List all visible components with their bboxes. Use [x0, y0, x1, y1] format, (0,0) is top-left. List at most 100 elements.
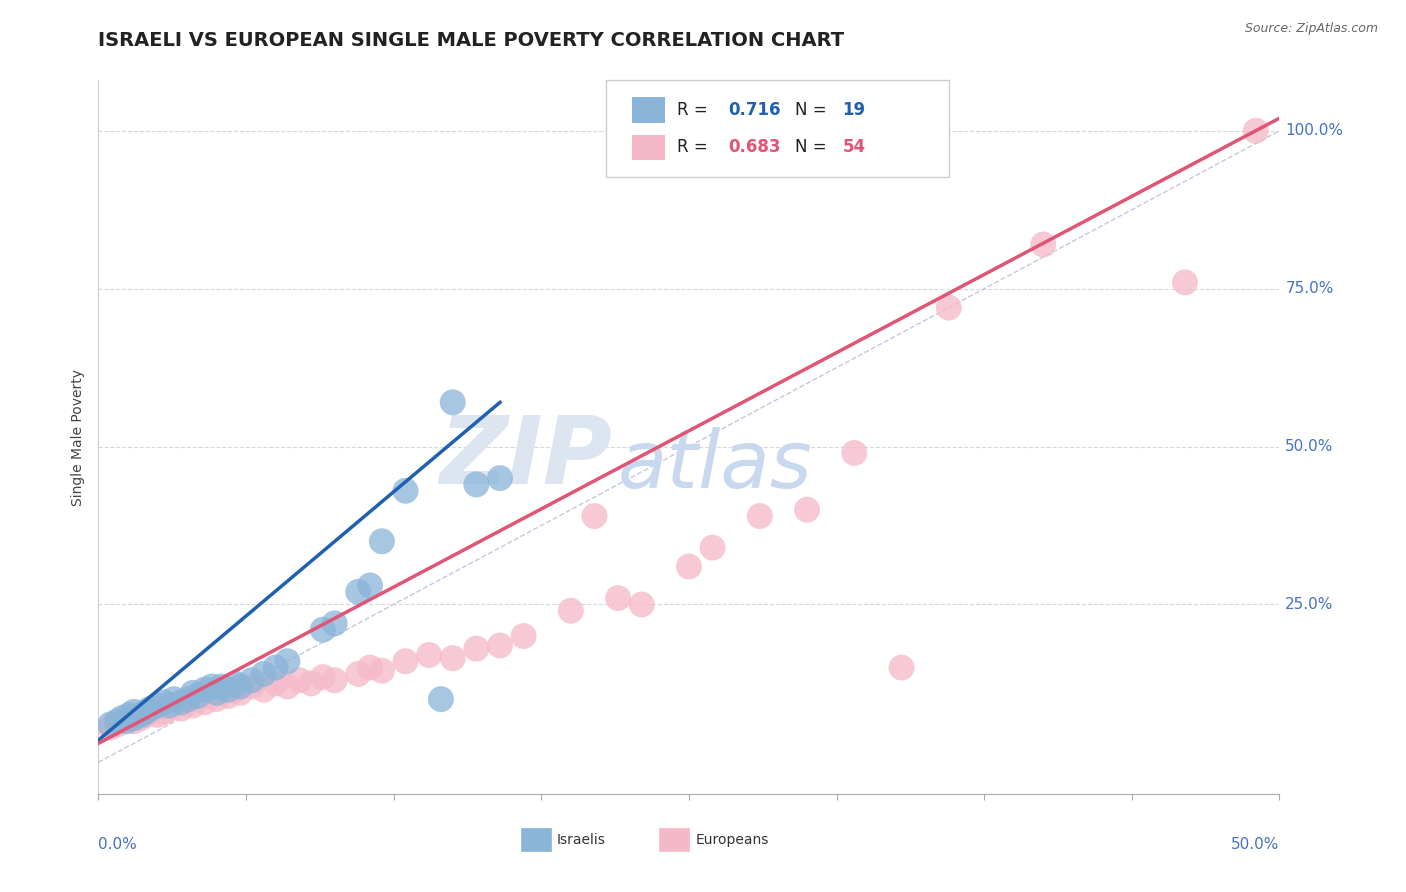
Point [163, 698, 186, 713]
Text: 0.716: 0.716 [728, 102, 780, 120]
Point [146, 698, 169, 713]
Point [105, 717, 128, 731]
Point [111, 711, 134, 725]
Point [347, 666, 370, 681]
Point [224, 682, 246, 697]
FancyBboxPatch shape [659, 828, 689, 851]
Point [98, 721, 121, 735]
Point [209, 686, 232, 700]
Point [359, 578, 381, 592]
Text: 75.0%: 75.0% [1285, 281, 1334, 296]
Point [163, 692, 186, 706]
Point [111, 714, 134, 729]
Point [157, 701, 180, 715]
Text: N =: N = [796, 102, 832, 120]
Text: 54: 54 [842, 138, 866, 156]
Text: 25.0%: 25.0% [1285, 597, 1334, 612]
Point [240, 673, 263, 688]
Point [441, 651, 464, 665]
Text: 19: 19 [842, 102, 866, 120]
Point [209, 680, 232, 694]
Point [702, 541, 724, 555]
Point [1244, 124, 1267, 138]
Point [512, 629, 534, 643]
Text: 50.0%: 50.0% [1232, 837, 1279, 852]
Point [170, 701, 193, 715]
Point [288, 673, 311, 688]
Point [253, 666, 276, 681]
Point [122, 711, 145, 725]
Point [187, 692, 209, 706]
Text: Israelis: Israelis [557, 832, 606, 847]
Point [139, 701, 162, 715]
Point [177, 692, 200, 706]
Point [217, 689, 239, 703]
Point [187, 689, 209, 703]
Point [135, 705, 157, 719]
Point [98, 717, 121, 731]
Text: atlas: atlas [619, 426, 813, 505]
Point [678, 559, 700, 574]
Point [153, 695, 176, 709]
Point [359, 660, 381, 674]
Point [170, 695, 193, 709]
Point [276, 680, 298, 694]
Point [157, 698, 180, 713]
Point [890, 660, 912, 674]
Text: ZIP: ZIP [439, 412, 612, 505]
Point [465, 641, 488, 656]
FancyBboxPatch shape [522, 828, 551, 851]
Point [153, 705, 176, 719]
Point [465, 477, 488, 491]
Point [796, 502, 818, 516]
Point [253, 682, 276, 697]
Point [205, 692, 228, 706]
Point [139, 705, 162, 719]
Point [118, 708, 141, 723]
Point [312, 670, 335, 684]
Text: R =: R = [678, 102, 713, 120]
Point [105, 714, 128, 729]
Point [371, 534, 394, 549]
Point [630, 598, 652, 612]
Point [607, 591, 630, 606]
Point [938, 301, 960, 315]
Point [489, 471, 512, 485]
Point [430, 692, 453, 706]
Point [276, 654, 298, 668]
FancyBboxPatch shape [633, 97, 665, 123]
Point [229, 680, 252, 694]
Point [748, 508, 770, 523]
Point [264, 660, 287, 674]
Point [122, 705, 145, 719]
Text: Europeans: Europeans [696, 832, 769, 847]
Point [177, 695, 200, 709]
Point [194, 695, 217, 709]
Point [115, 714, 138, 729]
Point [394, 654, 416, 668]
Point [323, 616, 346, 631]
Text: ISRAELI VS EUROPEAN SINGLE MALE POVERTY CORRELATION CHART: ISRAELI VS EUROPEAN SINGLE MALE POVERTY … [98, 31, 845, 50]
Point [146, 708, 169, 723]
FancyBboxPatch shape [633, 135, 665, 161]
FancyBboxPatch shape [606, 80, 949, 177]
Point [122, 714, 145, 729]
Point [129, 708, 152, 723]
Point [229, 686, 252, 700]
Point [371, 664, 394, 678]
Text: Source: ZipAtlas.com: Source: ZipAtlas.com [1244, 22, 1378, 36]
Point [560, 604, 582, 618]
Point [181, 686, 204, 700]
Point [489, 639, 512, 653]
Point [394, 483, 416, 498]
Point [299, 676, 322, 690]
Point [135, 708, 157, 723]
Point [129, 711, 152, 725]
Point [115, 711, 138, 725]
Point [201, 689, 224, 703]
Point [240, 680, 263, 694]
Point [441, 395, 464, 409]
Point [844, 446, 866, 460]
Text: 50.0%: 50.0% [1285, 439, 1334, 454]
Point [224, 676, 246, 690]
